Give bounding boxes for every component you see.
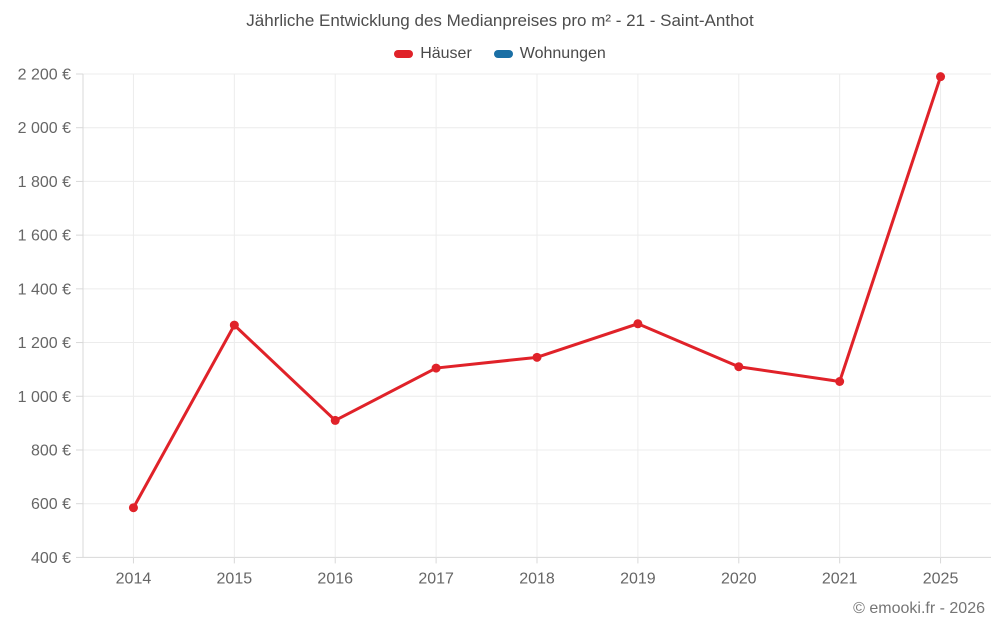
- x-axis-label: 2018: [519, 570, 555, 587]
- wohnungen-legend-label: Wohnungen: [519, 45, 606, 62]
- x-axis-label: 2025: [923, 570, 959, 587]
- y-axis-label: 1 800 €: [18, 174, 71, 191]
- y-axis-label: 1 000 €: [18, 389, 71, 406]
- y-axis-label: 2 200 €: [18, 67, 71, 84]
- data-point[interactable]: [532, 352, 542, 362]
- data-point[interactable]: [431, 363, 441, 373]
- y-axis-label: 600 €: [31, 496, 71, 513]
- x-axis-label: 2017: [418, 570, 454, 587]
- data-point[interactable]: [633, 319, 643, 329]
- y-axis-label: 400 €: [31, 550, 71, 567]
- legend-item-hauser[interactable]: Häuser: [394, 45, 472, 63]
- hauser-series-swatch-icon: [394, 50, 414, 58]
- x-axis-label: 2021: [822, 570, 858, 587]
- y-axis-label: 800 €: [31, 442, 71, 459]
- legend-item-wohnungen[interactable]: Wohnungen: [493, 45, 606, 63]
- x-axis-label: 2020: [721, 570, 757, 587]
- data-point[interactable]: [229, 320, 239, 330]
- y-axis-label: 2 000 €: [18, 120, 71, 137]
- data-point[interactable]: [330, 415, 340, 425]
- data-point[interactable]: [936, 72, 946, 82]
- data-point[interactable]: [128, 503, 138, 513]
- chart-title: Jährliche Entwicklung des Medianpreises …: [246, 11, 754, 30]
- x-axis-label: 2015: [217, 570, 253, 587]
- data-point[interactable]: [734, 362, 744, 372]
- x-axis-label: 2016: [317, 570, 353, 587]
- y-axis-label: 1 400 €: [18, 281, 71, 298]
- copyright-footer: © emooki.fr - 2026: [853, 600, 985, 617]
- data-point[interactable]: [835, 376, 845, 386]
- chart-legend: Häuser Wohnungen: [0, 45, 1000, 63]
- y-axis-label: 1 200 €: [18, 335, 71, 352]
- hauser-legend-label: Häuser: [420, 45, 472, 62]
- x-axis-label: 2019: [620, 570, 656, 587]
- x-axis-label: 2014: [116, 570, 152, 587]
- wohnungen-series-swatch-icon: [493, 50, 513, 58]
- y-axis-label: 1 600 €: [18, 228, 71, 245]
